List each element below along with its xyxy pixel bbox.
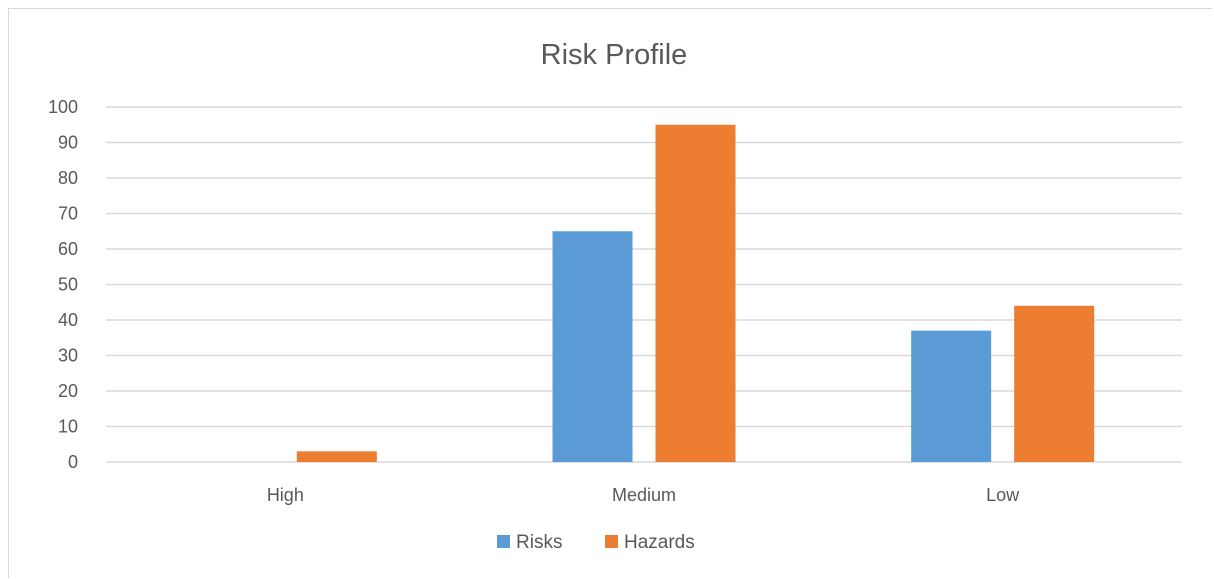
y-tick-label: 70 [58, 204, 78, 224]
legend-swatch-risks [497, 535, 510, 548]
x-axis-ticks: High Medium Low [267, 485, 1020, 505]
bar-hazards-medium [655, 124, 736, 462]
bar-risks-low [911, 330, 992, 462]
bars [296, 124, 1095, 462]
bar-risks-medium [552, 231, 633, 462]
bar-hazards-low [1014, 305, 1095, 462]
y-tick-label: 20 [58, 381, 78, 401]
legend-label-hazards: Hazards [624, 532, 695, 553]
legend-label-risks: Risks [516, 532, 562, 553]
bar-hazards-high [296, 451, 377, 462]
x-tick-label: Low [986, 485, 1020, 505]
y-tick-label: 80 [58, 168, 78, 188]
chart-title: Risk Profile [541, 39, 688, 71]
y-tick-label: 10 [58, 417, 78, 437]
x-tick-label: Medium [612, 485, 676, 505]
y-tick-label: 40 [58, 310, 78, 330]
gridlines [106, 106, 1182, 463]
chart-frame [8, 8, 1212, 578]
y-tick-label: 50 [58, 275, 78, 295]
y-tick-label: 100 [48, 97, 78, 117]
y-tick-label: 60 [58, 239, 78, 259]
legend-swatch-hazards [605, 535, 618, 548]
y-tick-label: 90 [58, 133, 78, 153]
y-axis-ticks: 0 10 20 30 40 50 60 70 80 90 100 [48, 97, 78, 472]
legend: Risks Hazards [497, 532, 695, 553]
y-tick-label: 30 [58, 346, 78, 366]
x-tick-label: High [267, 485, 304, 505]
y-tick-label: 0 [68, 452, 78, 472]
